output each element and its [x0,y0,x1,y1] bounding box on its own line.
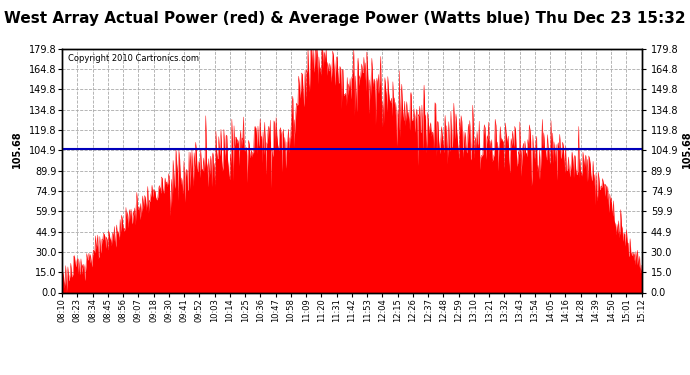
Text: 105.68: 105.68 [682,130,690,168]
Text: 105.68: 105.68 [12,130,21,168]
Text: West Array Actual Power (red) & Average Power (Watts blue) Thu Dec 23 15:32: West Array Actual Power (red) & Average … [4,11,686,26]
Text: Copyright 2010 Cartronics.com: Copyright 2010 Cartronics.com [68,54,199,63]
